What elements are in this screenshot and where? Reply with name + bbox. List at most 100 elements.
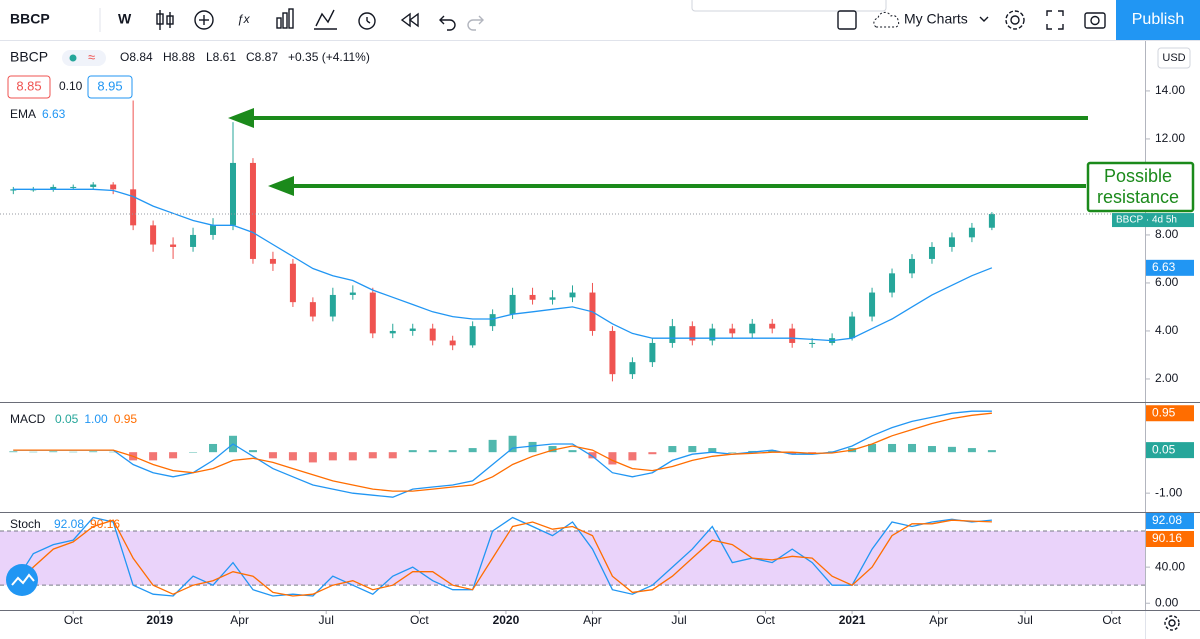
histogram-bar: [728, 452, 737, 453]
my-charts-button[interactable]: My Charts: [904, 11, 968, 27]
candle-body: [110, 184, 117, 190]
stoch-band: [0, 531, 1145, 586]
fullscreen-button[interactable]: [1046, 10, 1064, 30]
candle-body: [649, 342, 656, 363]
alert-button[interactable]: [358, 12, 376, 30]
indicators-button[interactable]: [194, 10, 214, 30]
ask-price[interactable]: 8.95: [97, 78, 122, 93]
candle-body: [928, 246, 935, 259]
candle-body: [389, 330, 396, 334]
candle-body: [948, 237, 955, 247]
candle-body: [70, 186, 77, 188]
y-tick-label: 14.00: [1155, 83, 1185, 97]
annotation-box: [1086, 161, 1195, 213]
candle-body: [909, 258, 916, 274]
candle-body: [529, 294, 536, 300]
histogram-bar: [308, 452, 317, 463]
x-tick-label: Apr: [230, 613, 249, 627]
templates-button[interactable]: [276, 8, 294, 29]
market-dot: [69, 54, 77, 62]
candle-body: [329, 294, 336, 317]
histogram-bar: [488, 439, 497, 453]
dropdown-edge: [691, 0, 887, 12]
candle-body: [170, 244, 177, 247]
value-badge: [1146, 405, 1194, 422]
ema-value: 6.63: [42, 107, 66, 121]
value-badge: [1146, 531, 1194, 547]
histogram-bar: [368, 452, 377, 459]
dropdown-caret[interactable]: [979, 16, 989, 22]
histogram-bar: [888, 443, 897, 453]
bid-box[interactable]: [7, 75, 51, 99]
toolbar: BBCP W ƒx My Charts Publish: [0, 0, 1200, 41]
redo-button[interactable]: [467, 15, 484, 31]
settings-button[interactable]: [1005, 10, 1025, 30]
interval-button[interactable]: W: [118, 11, 132, 27]
candle-body: [968, 227, 975, 238]
publish-button[interactable]: [1116, 0, 1200, 40]
legend-high: H8.88: [163, 50, 195, 64]
chart-type-button[interactable]: [156, 10, 174, 30]
snapshot-button[interactable]: [1084, 12, 1106, 29]
x-tick-label: 2020: [493, 613, 520, 627]
logo-mark: [11, 573, 35, 586]
logo: [6, 564, 38, 596]
candle-body: [269, 258, 276, 264]
value-badge: [1146, 442, 1194, 459]
compare-button[interactable]: [314, 9, 337, 30]
candle-body: [489, 314, 496, 327]
candle-body: [409, 328, 416, 331]
histogram-bar: [9, 451, 18, 453]
histogram-bar: [868, 443, 877, 453]
candle-body: [729, 328, 736, 334]
y-tick-label: 2.00: [1155, 371, 1179, 385]
x-tick-label: Jul: [671, 613, 686, 627]
x-tick-label: Oct: [64, 613, 83, 627]
spread: 0.10: [59, 79, 83, 93]
value-badge-label: 6.63: [1152, 260, 1176, 274]
y-tick-label: 6.00: [1155, 275, 1179, 289]
arrowhead: [228, 108, 254, 128]
candle-body: [988, 214, 995, 228]
chart-settings-gear[interactable]: [1164, 615, 1180, 631]
candle-body: [90, 184, 97, 187]
x-tick-label: Apr: [583, 613, 602, 627]
candle-body: [549, 297, 556, 300]
publish-label[interactable]: Publish: [1132, 11, 1184, 28]
y-tick-label: 40.00: [1155, 559, 1185, 573]
x-tick-label: Oct: [756, 613, 775, 627]
legend-change: +0.35 (+4.11%): [288, 50, 370, 64]
candle-body: [509, 294, 516, 315]
y-tick-label: 4.00: [1155, 323, 1179, 337]
candle-body: [369, 292, 376, 334]
undo-button[interactable]: [439, 15, 456, 31]
candle-body: [429, 328, 436, 341]
histogram-bar: [29, 451, 38, 453]
histogram-bar: [448, 450, 457, 453]
currency-label[interactable]: USD: [1162, 52, 1185, 64]
histogram-bar: [608, 452, 617, 465]
layout-button[interactable]: [837, 10, 857, 30]
histogram-bar: [588, 452, 597, 459]
candle-body: [229, 162, 236, 226]
replay-button[interactable]: [400, 12, 419, 28]
candle-body: [469, 326, 476, 346]
histogram-bar: [89, 451, 98, 453]
histogram-bar: [49, 451, 58, 453]
candle-body: [150, 225, 157, 245]
ask-box[interactable]: [87, 75, 133, 99]
legend-close: C8.87: [246, 50, 278, 64]
histogram-bar: [908, 443, 917, 453]
histogram-bar: [927, 446, 936, 453]
cloud-icon: [873, 11, 900, 28]
fx-icon[interactable]: ƒx: [237, 12, 251, 26]
bid-price[interactable]: 8.85: [16, 78, 41, 93]
candle-body: [569, 292, 576, 298]
arrowhead: [268, 176, 294, 196]
y-tick-label: 0.00: [1155, 595, 1179, 609]
ema-line: [13, 188, 993, 342]
symbol-search[interactable]: BBCP: [10, 11, 50, 27]
resistance-annotation: Possible resistance: [228, 108, 1195, 213]
histogram-bar: [528, 441, 537, 453]
